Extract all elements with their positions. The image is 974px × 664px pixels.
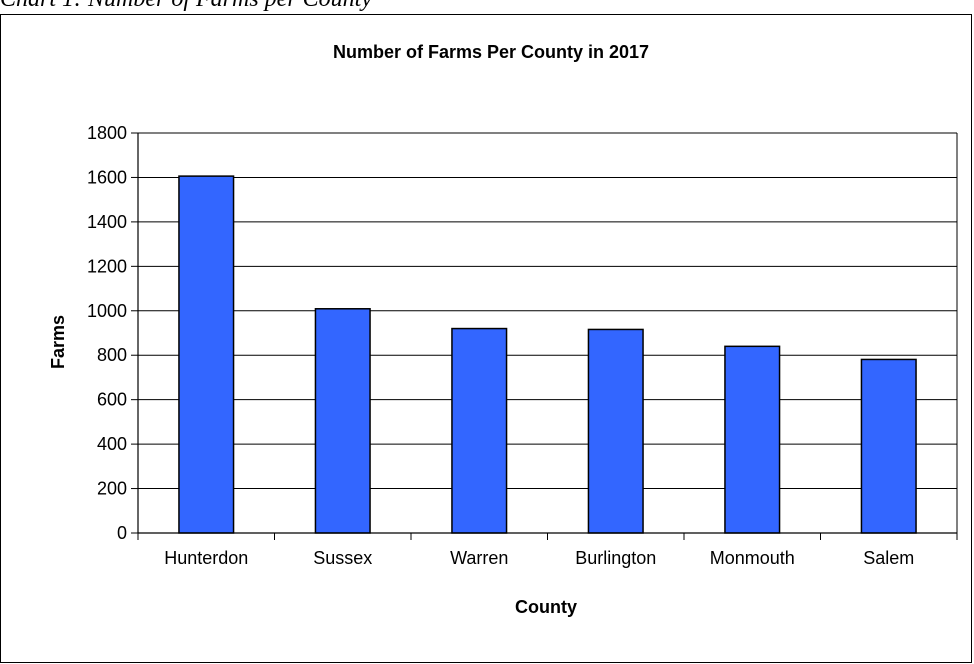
y-tick-label: 200 (97, 479, 127, 499)
x-tick-label: Sussex (313, 548, 372, 568)
y-tick-label: 1000 (87, 301, 127, 321)
y-tick-label: 1600 (87, 167, 127, 187)
x-axis-label: County (515, 597, 577, 617)
figure-caption: Chart 1: Number of Farms per County (0, 0, 974, 12)
x-tick-label: Monmouth (710, 548, 795, 568)
x-tick-label: Warren (450, 548, 508, 568)
x-tick-label: Burlington (575, 548, 656, 568)
bar-sussex (314, 308, 371, 534)
gridlines (138, 132, 958, 533)
x-tick-label: Hunterdon (164, 548, 248, 568)
y-tick-label: 1800 (87, 123, 127, 143)
bars (178, 175, 917, 534)
bar-hunterdon (178, 175, 235, 534)
y-tick-label: 0 (117, 523, 127, 543)
bar-salem (860, 358, 917, 534)
y-tick-label: 1200 (87, 256, 127, 276)
bar-burlington (587, 328, 644, 534)
bar-warren (451, 327, 508, 534)
chart-title: Number of Farms Per County in 2017 (333, 42, 649, 62)
chart-frame: Number of Farms Per County in 2017 Farms… (0, 14, 972, 663)
y-tick-label: 600 (97, 390, 127, 410)
y-tick-label: 800 (97, 345, 127, 365)
y-axis-label: Farms (48, 315, 68, 369)
y-tick-label: 1400 (87, 212, 127, 232)
bar-chart: Number of Farms Per County in 2017 Farms… (48, 42, 958, 617)
y-tick-label: 400 (97, 434, 127, 454)
bar-monmouth (724, 345, 781, 534)
x-tick-label: Salem (863, 548, 914, 568)
axes: 0 200 400 600 800 1000 1200 1400 1600 1800 Hunterd… (87, 123, 958, 568)
